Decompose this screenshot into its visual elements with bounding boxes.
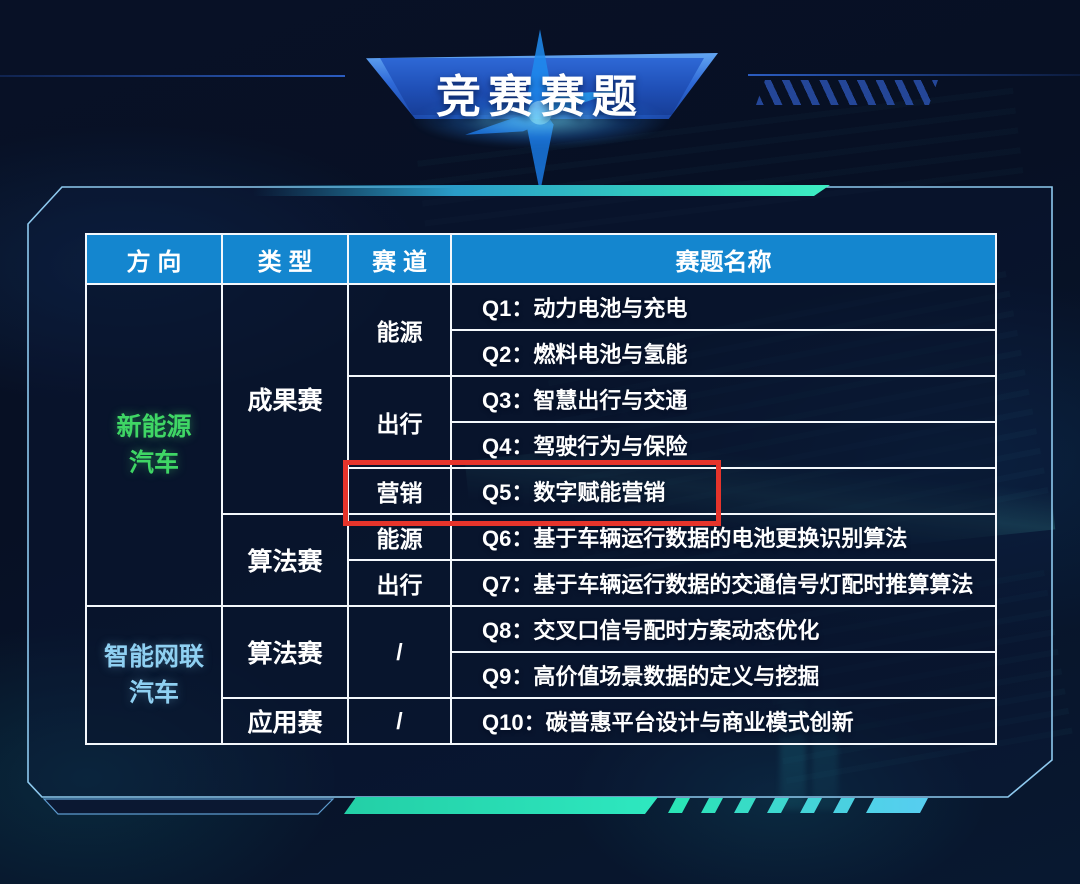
table-row: Q9：高价值场景数据的定义与挖掘 [86, 651, 997, 699]
topics-table: 方 向 类 型 赛 道 赛题名称 新能源 汽车 成果赛 能源 Q1：动力电池与充… [85, 233, 997, 745]
cell-topic-q6: Q6：基于车辆运行数据的电池更换识别算法 [450, 513, 997, 561]
table-row: 智能网联 汽车 算法赛 / Q8：交叉口信号配时方案动态优化 [85, 605, 997, 745]
dash-decor [800, 798, 822, 813]
page-title: 竞赛赛题 [435, 71, 644, 122]
bottom-accent-bar [344, 797, 658, 814]
cell-type-application: 应用赛 [221, 697, 349, 745]
cell-track-travel: 出行 [347, 375, 452, 469]
cell-topic-q5: Q5：数字赋能营销 [450, 467, 997, 515]
cell-type-algorithm: 算法赛 [221, 513, 349, 607]
header-direction: 方 向 [85, 233, 223, 285]
cell-direction-new-energy: 新能源 汽车 [85, 283, 223, 607]
cell-track-energy: 能源 [347, 513, 452, 561]
dash-decor [701, 798, 723, 813]
top-accent-bar [253, 185, 830, 196]
header-track: 赛 道 [347, 233, 452, 285]
cell-track-energy: 能源 [347, 283, 452, 377]
cell-track-marketing: 营销 [347, 467, 452, 515]
cell-topic-q3: Q3：智慧出行与交通 [450, 375, 997, 423]
cell-track-none: / [347, 605, 452, 699]
table-row: 应用赛 / Q10：碳普惠平台设计与商业模式创新 [86, 697, 997, 745]
table-row: 算法赛 能源 Q6：基于车辆运行数据的电池更换识别算法 [86, 513, 997, 607]
cell-topic-q9: Q9：高价值场景数据的定义与挖掘 [450, 651, 997, 699]
cell-topic-q4: Q4：驾驶行为与保险 [450, 421, 997, 469]
table-row: 出行 Q3：智慧出行与交通 [86, 375, 997, 469]
table-row: Q2：燃料电池与氢能 [86, 329, 997, 377]
dash-decor [866, 798, 928, 813]
bottom-accent-dashes [668, 798, 928, 813]
table-row: 出行 Q7：基于车辆运行数据的交通信号灯配时推算算法 [86, 559, 997, 607]
cell-topic-q1: Q1：动力电池与充电 [450, 283, 997, 331]
cell-topic-q7: Q7：基于车辆运行数据的交通信号灯配时推算算法 [450, 559, 997, 607]
header-topic-name: 赛题名称 [450, 233, 997, 285]
hatch-stripes-decor [756, 80, 938, 105]
table-row: Q4：驾驶行为与保险 [86, 421, 997, 469]
table-row: 新能源 汽车 成果赛 能源 Q1：动力电池与充电 [85, 283, 997, 607]
top-divider-line-right [748, 74, 1080, 76]
table-header-row: 方 向 类 型 赛 道 赛题名称 [85, 233, 997, 285]
table-row-highlighted: 营销 Q5：数字赋能营销 [86, 467, 997, 515]
cell-topic-q2: Q2：燃料电池与氢能 [450, 329, 997, 377]
dash-decor [668, 798, 690, 813]
cell-topic-q8: Q8：交叉口信号配时方案动态优化 [450, 605, 997, 653]
top-divider-line-left [0, 75, 345, 77]
header-type: 类 型 [221, 233, 349, 285]
cell-track-travel: 出行 [347, 559, 452, 607]
cell-topic-q10: Q10：碳普惠平台设计与商业模式创新 [450, 697, 997, 745]
cell-direction-icv: 智能网联 汽车 [85, 605, 223, 745]
dash-decor [734, 798, 756, 813]
cell-track-none: / [347, 697, 452, 745]
cell-type-algorithm: 算法赛 [221, 605, 349, 699]
dash-decor [767, 798, 789, 813]
dash-decor [833, 798, 855, 813]
cell-type-achievement: 成果赛 [221, 283, 349, 515]
